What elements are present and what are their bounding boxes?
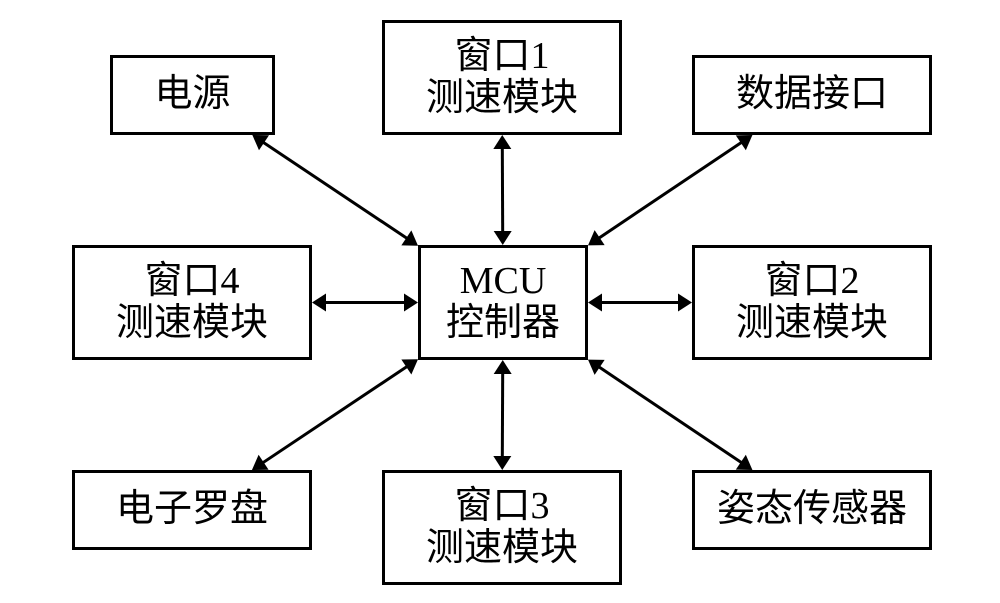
node-label-line2: 测速模块 <box>736 303 888 345</box>
node-label-line1: 姿态传感器 <box>717 489 907 531</box>
node-label-line1: 窗口4 <box>144 261 239 303</box>
node-label-line1: MCU <box>460 261 547 303</box>
node-label-line2: 测速模块 <box>426 528 578 570</box>
node-label-line2: 测速模块 <box>116 303 268 345</box>
node-attitude-sensor: 姿态传感器 <box>692 470 932 550</box>
node-label-line1: 窗口2 <box>764 261 859 303</box>
node-label-line1: 电源 <box>154 74 230 116</box>
node-label-line1: 电子罗盘 <box>116 489 268 531</box>
node-window4-speed: 窗口4 测速模块 <box>72 245 312 360</box>
diagram-canvas: MCU 控制器 窗口1 测速模块 窗口3 测速模块 窗口4 测速模块 窗口2 测… <box>0 0 1000 603</box>
node-label-line2: 控制器 <box>446 303 560 345</box>
node-power: 电源 <box>110 55 275 135</box>
node-mcu-controller: MCU 控制器 <box>418 245 588 360</box>
node-window1-speed: 窗口1 测速模块 <box>382 20 622 135</box>
node-window3-speed: 窗口3 测速模块 <box>382 470 622 585</box>
node-data-interface: 数据接口 <box>692 55 932 135</box>
node-electronic-compass: 电子罗盘 <box>72 470 312 550</box>
node-label-line1: 数据接口 <box>736 74 888 116</box>
node-window2-speed: 窗口2 测速模块 <box>692 245 932 360</box>
node-label-line1: 窗口3 <box>454 486 549 528</box>
node-label-line1: 窗口1 <box>454 36 549 78</box>
node-label-line2: 测速模块 <box>426 78 578 120</box>
